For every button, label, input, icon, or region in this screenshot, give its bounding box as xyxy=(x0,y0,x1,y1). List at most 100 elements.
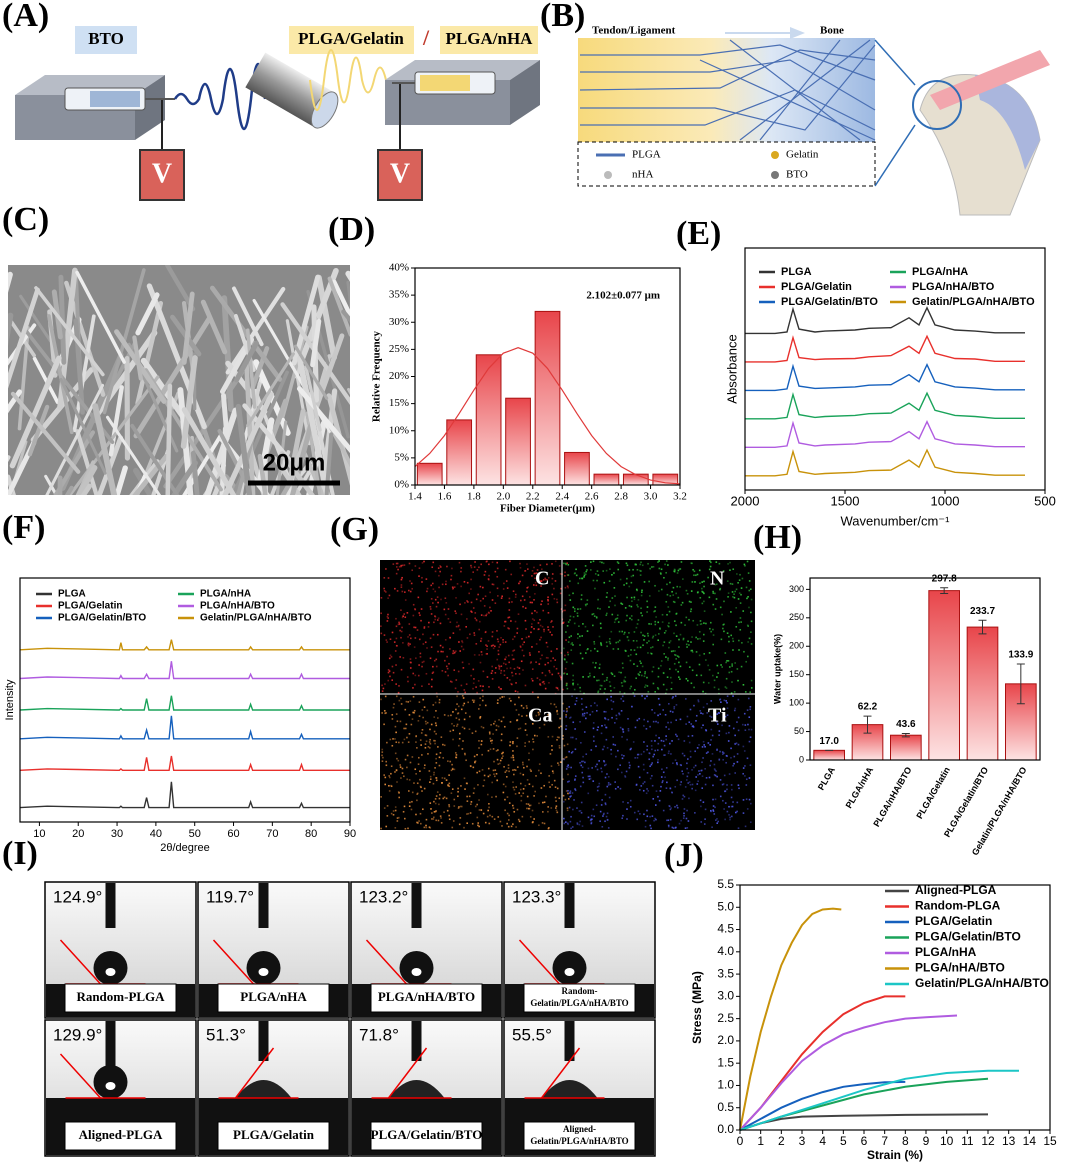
eds-dot xyxy=(716,775,718,778)
eds-dot xyxy=(628,569,631,571)
eds-dot xyxy=(572,592,574,595)
eds-dot xyxy=(714,806,716,809)
eds-dot xyxy=(521,715,523,717)
eds-dot xyxy=(438,574,440,577)
eds-dot xyxy=(582,760,585,763)
eds-dot xyxy=(663,631,666,634)
eds-dot xyxy=(707,751,709,753)
eds-dot xyxy=(688,644,690,646)
eds-dot xyxy=(408,623,411,625)
eds-dot xyxy=(667,606,670,608)
eds-dot xyxy=(735,588,738,591)
eds-dot xyxy=(531,618,534,620)
eds-dot xyxy=(528,752,530,755)
eds-dot xyxy=(702,740,705,743)
eds-dot xyxy=(543,784,545,787)
y-tick-label: 4.5 xyxy=(717,922,734,936)
eds-dot xyxy=(647,690,650,693)
eds-dot xyxy=(661,768,663,771)
eds-dot xyxy=(403,727,405,730)
eds-dot xyxy=(669,742,671,745)
eds-dot xyxy=(555,807,557,809)
eds-dot xyxy=(519,772,522,775)
eds-dot xyxy=(665,600,668,603)
eds-dot xyxy=(716,818,718,820)
eds-dot xyxy=(516,766,519,768)
eds-dot xyxy=(525,590,528,593)
eds-dot xyxy=(589,819,592,822)
eds-dot xyxy=(555,686,558,689)
eds-dot xyxy=(717,820,720,823)
eds-dot xyxy=(408,562,411,565)
eds-dot xyxy=(672,600,675,603)
eds-dot xyxy=(474,761,476,764)
eds-dot xyxy=(651,646,654,648)
series-line xyxy=(745,334,1025,363)
eds-dot xyxy=(512,742,514,745)
eds-dot xyxy=(650,646,652,649)
eds-dot xyxy=(482,685,484,688)
eds-dot xyxy=(599,561,601,563)
eds-dot xyxy=(421,661,424,664)
eds-dot xyxy=(600,804,603,806)
eds-dot xyxy=(691,636,693,638)
eds-dot xyxy=(529,804,532,807)
legend-label: Random-PLGA xyxy=(915,899,1001,913)
eds-dot xyxy=(400,565,402,568)
eds-dot xyxy=(426,709,429,712)
eds-dot xyxy=(624,607,627,609)
eds-dot xyxy=(455,650,457,653)
eds-dot xyxy=(537,628,540,630)
eds-dot xyxy=(475,598,478,601)
eds-dot xyxy=(622,801,624,803)
eds-dot xyxy=(668,728,670,730)
eds-dot xyxy=(432,782,435,785)
eds-dot xyxy=(454,752,457,754)
eds-dot xyxy=(696,747,699,749)
y-tick-label: 15% xyxy=(389,397,409,409)
series-line xyxy=(739,1080,906,1131)
eds-dot xyxy=(382,687,385,690)
eds-dot xyxy=(551,770,554,773)
eds-dot xyxy=(661,748,663,751)
eds-dot xyxy=(674,785,677,788)
eds-dot xyxy=(699,710,702,712)
eds-dot xyxy=(722,570,725,572)
eds-dot xyxy=(423,767,426,769)
eds-dot xyxy=(479,620,481,623)
eds-dot xyxy=(381,748,384,751)
eds-dot xyxy=(650,763,653,766)
eds-dot xyxy=(493,760,495,763)
eds-dot xyxy=(697,638,699,640)
eds-dot xyxy=(500,733,503,736)
eds-dot xyxy=(609,642,612,645)
eds-dot xyxy=(564,658,566,661)
eds-dot xyxy=(709,560,711,562)
eds-dot xyxy=(636,818,639,821)
eds-dot xyxy=(451,826,454,829)
eds-dot xyxy=(535,661,537,663)
eds-dot xyxy=(386,805,389,807)
eds-dot xyxy=(562,734,564,737)
eds-dot xyxy=(733,593,735,596)
eds-dot xyxy=(607,784,610,786)
eds-dot xyxy=(569,820,572,823)
eds-dot xyxy=(731,665,734,667)
eds-dot xyxy=(712,592,715,594)
eds-dot xyxy=(453,669,456,671)
eds-dot xyxy=(385,760,388,763)
x-tick-label: 1.6 xyxy=(438,491,452,503)
eds-dot xyxy=(402,615,404,618)
eds-dot xyxy=(680,604,683,606)
eds-dot xyxy=(592,661,594,664)
eds-dot xyxy=(606,773,608,775)
eds-dot xyxy=(579,608,582,610)
eds-dot xyxy=(533,572,535,575)
eds-dot xyxy=(457,807,460,809)
eds-dot xyxy=(581,760,583,763)
eds-dot xyxy=(527,803,530,806)
eds-dot xyxy=(660,785,662,788)
eds-dot xyxy=(464,753,466,756)
eds-dot xyxy=(466,795,468,798)
eds-dot xyxy=(504,771,507,773)
